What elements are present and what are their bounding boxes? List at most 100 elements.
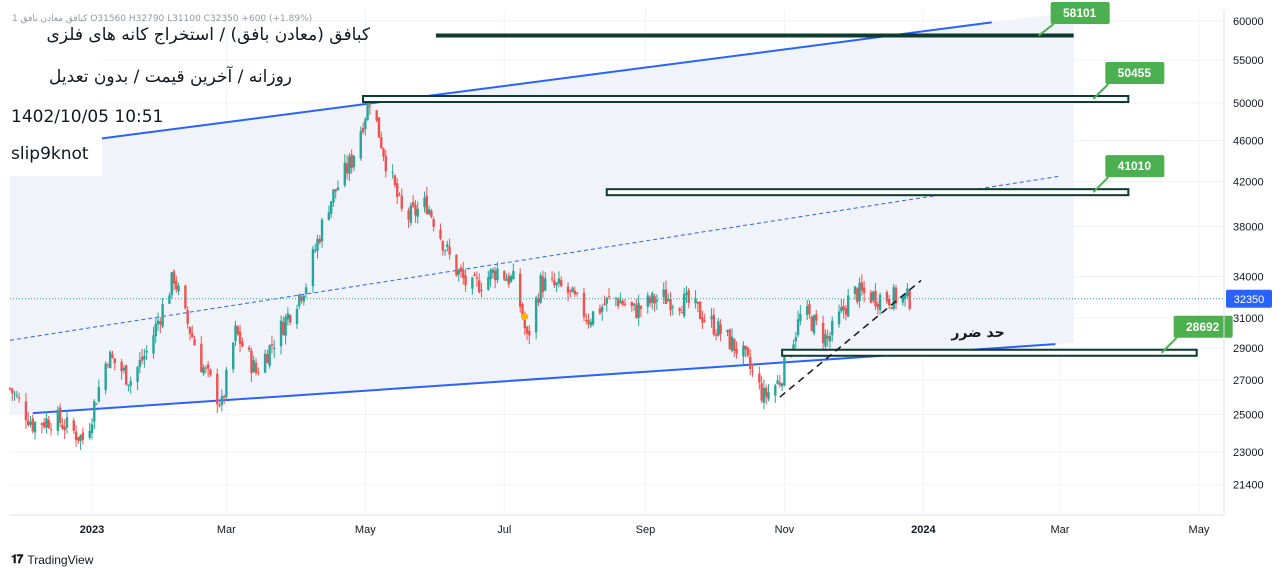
x-tick-label: May	[355, 524, 376, 536]
candle-body	[503, 271, 506, 280]
candle-body	[156, 320, 160, 325]
candle-body	[336, 187, 340, 191]
candle-body	[746, 347, 750, 356]
candle-body	[204, 367, 208, 369]
candle-body	[140, 356, 144, 361]
candle-body	[874, 290, 877, 307]
candle-body	[411, 202, 415, 207]
candle-body	[837, 311, 841, 325]
candle-body	[364, 119, 367, 130]
candle-body	[282, 321, 285, 335]
candle-body	[553, 280, 556, 286]
candle-body	[136, 367, 139, 382]
ohlc-legend: 1 کبافق معادن بافق O31560 H32790 L31100 …	[12, 14, 313, 24]
candle-body	[760, 383, 763, 401]
tradingview-logo-icon: 𝟏𝟕	[11, 552, 23, 566]
candle-body	[58, 407, 62, 424]
candle-body	[619, 301, 622, 304]
candle-body	[842, 306, 845, 311]
candle-body	[380, 137, 383, 149]
y-tick-label: 50000	[1233, 98, 1264, 110]
candle-body	[416, 208, 419, 217]
footer[interactable]: 𝟏𝟕 TradingView	[11, 552, 93, 567]
chart-author: slip9knot	[11, 144, 89, 164]
candle-body	[487, 277, 490, 290]
x-tick-label: 2024	[911, 524, 936, 536]
candle-body	[744, 345, 747, 350]
candle-body	[368, 106, 372, 108]
x-tick-label: 2023	[80, 524, 104, 536]
candle-body	[869, 292, 873, 303]
candle-body	[143, 355, 146, 360]
candle-body	[247, 347, 251, 350]
candle-body	[250, 350, 253, 374]
candle-body	[512, 270, 515, 280]
candle-body	[607, 296, 611, 298]
level-tag-leader	[1092, 176, 1110, 193]
x-axis[interactable]: 2023 Mar May Jul Sep Nov 2024 Mar May	[10, 514, 1224, 536]
candle-body	[749, 357, 752, 369]
candle-body	[268, 345, 271, 366]
candle-body	[509, 276, 513, 282]
chart-subtitle: روزانه / آخرین قیمت / بدون تعدیل	[49, 67, 292, 87]
candle-body	[348, 156, 351, 174]
candle-body	[550, 278, 554, 280]
candle-body	[537, 298, 540, 303]
y-tick-label: 31000	[1233, 313, 1264, 325]
candle-body	[796, 319, 800, 336]
candle-body	[122, 367, 126, 371]
candle-body	[518, 273, 522, 307]
candle-body	[441, 241, 444, 251]
candle-body	[648, 297, 652, 304]
candle-body	[302, 295, 306, 302]
candle-body	[872, 291, 875, 301]
candle-body	[254, 362, 258, 373]
candle-body	[860, 282, 864, 291]
annotation-group: حد ضرر	[521, 279, 1005, 398]
candle-body	[13, 393, 16, 395]
candle-body	[728, 329, 731, 350]
candle-body	[831, 320, 834, 336]
candle-body	[42, 422, 46, 427]
candle-body	[382, 148, 385, 157]
candle-body	[698, 301, 702, 320]
candle-body	[241, 341, 244, 347]
candle-body	[655, 299, 659, 302]
candle-body	[632, 303, 636, 306]
candle-body	[238, 331, 242, 344]
candle-body	[557, 278, 561, 284]
candle-body	[88, 430, 91, 438]
candle-body	[710, 316, 713, 320]
candle-body	[616, 298, 620, 307]
y-axis[interactable]: 21400 23000 25000 27000 29000 31000 34000 38000…	[1223, 10, 1264, 515]
candle-body	[815, 314, 818, 321]
candle-body	[154, 323, 157, 337]
candle-body	[270, 344, 274, 346]
candle-body	[161, 303, 164, 327]
candle-body	[124, 365, 128, 385]
candle-body	[384, 156, 388, 172]
candle-body	[844, 308, 848, 315]
candle-body	[635, 305, 638, 318]
candle-body	[168, 295, 171, 304]
level-tag-label: 28692	[1186, 320, 1220, 334]
candle-body	[334, 189, 337, 192]
last-price-group: 32350	[10, 289, 1272, 308]
candle-body	[523, 318, 526, 329]
candle-body	[906, 288, 909, 297]
candle-body	[455, 254, 458, 276]
candle-body	[97, 386, 101, 402]
candle-body	[138, 360, 142, 368]
y-tick-label: 23000	[1233, 447, 1264, 459]
candle-body	[29, 421, 32, 425]
footer-brand: TradingView	[27, 552, 94, 567]
stop-loss-label: حد ضرر	[950, 325, 1004, 341]
candle-body	[792, 344, 795, 351]
candle-body	[571, 287, 574, 293]
candle-body	[758, 373, 761, 383]
candle-body	[694, 298, 697, 304]
candle-body	[856, 288, 859, 303]
candle-body	[459, 267, 463, 272]
candle-body	[202, 367, 205, 374]
